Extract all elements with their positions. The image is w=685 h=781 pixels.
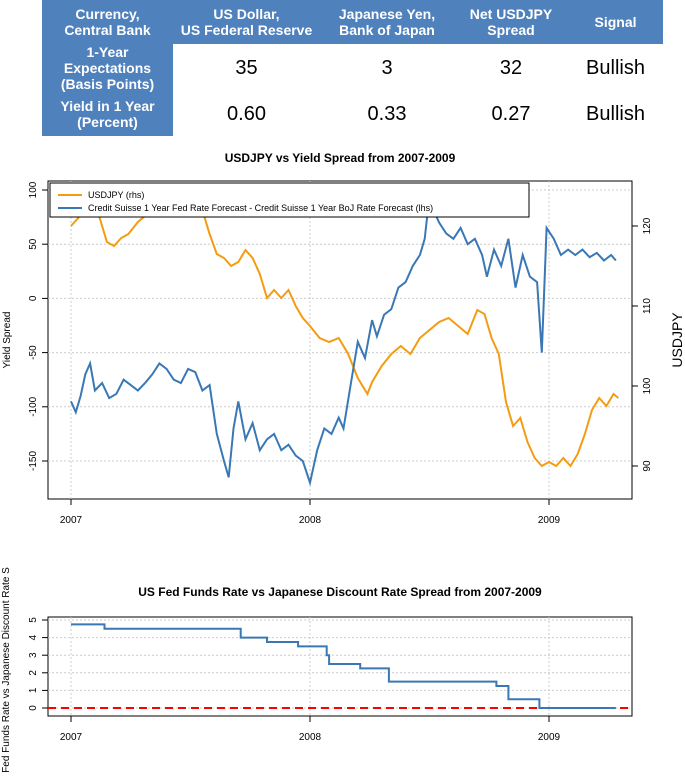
chart2-ytick-label: 1 [28,687,39,693]
cell-jpy-expectations: 3 [320,44,454,92]
chart1-x-axis: 2007 2008 2009 [60,499,561,526]
chart1-left-axis: 100 50 0 -50 -100 -150 [28,181,48,471]
chart1-xtick-label: 2007 [60,515,83,526]
cell-net-yield: 0.27 [454,92,568,136]
chart2-series [48,623,632,709]
chart1-plot-frame [47,180,633,500]
chart1-right-axis: 120 110 100 90 [632,217,653,472]
chart2-grid [48,617,632,716]
chart1-ytick-right-label: 90 [642,460,653,472]
legend-box [49,182,530,218]
chart1-ytick-label: 100 [28,181,39,198]
chart1-ytick-right-label: 100 [642,377,653,394]
header-usd: US Dollar, US Federal Reserve [173,0,320,44]
chart1-series [70,195,619,487]
chart1-legend: USDJPY (rhs) Credit Suisse 1 Year Fed Ra… [49,182,530,218]
chart2-x-axis: 2007 2008 2009 [60,716,561,743]
chart2-ylabel: Fed Funds Rate vs Japanese Discount Rate… [1,567,12,773]
header-signal: Signal [568,0,663,44]
chart2-xtick-label: 2009 [538,732,561,743]
row-label-yield: Yield in 1 Year (Percent) [42,92,173,136]
chart2-ytick-label: 5 [28,617,39,623]
cell-usd-expectations: 35 [173,44,320,92]
chart1-ylabel-right: USDJPY [669,312,685,368]
chart2-ytick-label: 3 [28,652,39,658]
cell-signal-expectations: Bullish [568,44,663,92]
chart2-ytick-label: 4 [28,634,39,640]
cell-net-expectations: 32 [454,44,568,92]
cell-signal-yield: Bullish [568,92,663,136]
chart1-ylabel: Yield Spread [2,312,13,369]
header-jpy: Japanese Yen, Bank of Japan [320,0,454,44]
header-net-spread: Net USDJPY Spread [454,0,568,44]
chart1-ytick-label: 50 [28,238,39,250]
cell-jpy-yield: 0.33 [320,92,454,136]
chart1-ytick-right-label: 120 [642,217,653,234]
chart2-ytick-label: 2 [28,670,39,676]
chart1-ytick-label: 0 [28,295,39,301]
chart2-left-axis: 5 4 3 2 1 0 [28,617,48,711]
chart1-xtick-label: 2008 [299,515,322,526]
chart1-xtick-label: 2009 [538,515,561,526]
chart2-title: US Fed Funds Rate vs Japanese Discount R… [138,585,542,599]
cell-usd-yield: 0.60 [173,92,320,136]
chart2-xtick-label: 2007 [60,732,83,743]
chart2-plot-frame [47,616,633,717]
chart1-ytick-label: -100 [28,396,39,416]
chart1-title: USDJPY vs Yield Spread from 2007-2009 [225,151,456,165]
chart1-ytick-right-label: 110 [642,298,653,314]
header-currency: Currency, Central Bank [42,0,173,44]
legend-label-usdjpy: USDJPY (rhs) [88,190,144,200]
rate-spread-step-line [71,623,616,709]
row-label-expectations: 1-Year Expectations (Basis Points) [42,44,173,92]
chart1-ytick-label: -50 [28,345,39,360]
series-yield-spread-line [70,195,617,487]
legend-label-spread: Credit Suisse 1 Year Fed Rate Forecast -… [88,203,433,213]
rate-expectations-table: Currency, Central Bank US Dollar, US Fed… [42,0,663,136]
chart1-ytick-label: -150 [28,451,39,471]
chart2-ytick-label: 0 [28,705,39,711]
chart2-xtick-label: 2008 [299,732,322,743]
